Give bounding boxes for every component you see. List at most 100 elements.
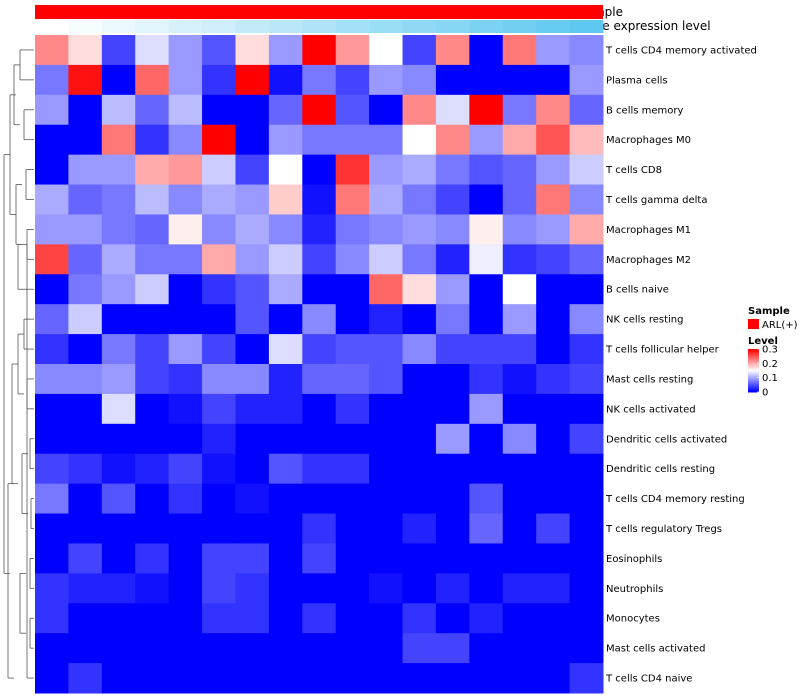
heatmap-cell xyxy=(268,154,303,186)
heatmap-cell xyxy=(268,483,303,515)
heatmap-cell xyxy=(569,124,604,156)
heatmap-cell xyxy=(302,334,337,365)
legend-color-bar-step xyxy=(748,365,759,367)
heatmap-cell xyxy=(502,633,537,664)
heatmap-cell xyxy=(135,154,170,186)
heatmap-cell xyxy=(435,364,470,395)
heatmap-cell xyxy=(68,304,103,335)
heatmap-cell xyxy=(302,154,337,186)
heatmap-cell xyxy=(168,184,203,215)
heatmap-cell xyxy=(235,94,270,126)
heatmap-cell xyxy=(302,35,337,66)
heatmap-cell xyxy=(168,453,203,485)
row-label: B cells naive xyxy=(606,285,669,296)
heatmap-cell xyxy=(268,423,303,455)
heatmap-cell xyxy=(369,364,404,395)
heatmap-cell xyxy=(35,35,69,66)
legend-color-bar-step xyxy=(748,370,759,373)
heatmap-cell xyxy=(569,184,604,215)
heatmap-cell xyxy=(536,244,571,275)
heatmap-cell xyxy=(235,184,270,215)
heatmap-cell xyxy=(502,214,537,245)
sample-track-bar xyxy=(35,5,603,19)
row-label: NK cells activated xyxy=(606,404,696,415)
heatmap-cell xyxy=(469,244,504,275)
heatmap-cell xyxy=(369,603,404,634)
legend-color-bar-step xyxy=(748,349,759,351)
heatmap-cell xyxy=(369,304,404,335)
heatmap-cell xyxy=(202,483,236,515)
heatmap-cell xyxy=(135,274,170,305)
heatmap-cell xyxy=(235,274,270,305)
heatmap-cell xyxy=(435,603,470,634)
heatmap-cell xyxy=(35,154,69,186)
heatmap-cell xyxy=(502,543,537,574)
heatmap-cell xyxy=(135,244,170,275)
heatmap-cell xyxy=(569,35,604,66)
heatmap-cell xyxy=(268,274,303,305)
legend-color-bar-step xyxy=(748,386,759,389)
heatmap-cell xyxy=(268,334,303,365)
heatmap-cell xyxy=(502,573,537,604)
heatmap-cell xyxy=(302,274,337,305)
heatmap-cell xyxy=(435,274,470,305)
heatmap-cell xyxy=(302,124,337,156)
heatmap-cell xyxy=(235,304,270,335)
heatmap-cell xyxy=(302,543,337,574)
heatmap-cell xyxy=(302,633,337,664)
legend-color-bar-step xyxy=(748,373,759,376)
legend-sample-label: ARL(+) xyxy=(762,320,798,331)
heatmap-cell xyxy=(469,393,504,425)
heatmap-cell xyxy=(469,633,504,664)
heatmap-cell xyxy=(569,663,604,694)
heatmap-cell xyxy=(101,64,136,96)
gene-expression-track-cell xyxy=(435,20,470,33)
heatmap-cell xyxy=(335,244,370,275)
heatmap-cell xyxy=(536,94,571,126)
heatmap-cell xyxy=(335,154,370,186)
heatmap-cell xyxy=(502,124,537,156)
heatmap-cell xyxy=(235,573,270,604)
legend-color-bar-step xyxy=(748,356,759,359)
heatmap-cell xyxy=(435,483,470,515)
heatmap-cell xyxy=(335,64,370,96)
heatmap-cell xyxy=(502,393,537,425)
heatmap-cell xyxy=(536,423,571,455)
heatmap-cell xyxy=(35,94,69,126)
heatmap-cell xyxy=(35,64,69,96)
heatmap-cell xyxy=(202,304,236,335)
heatmap-cell xyxy=(569,423,604,455)
heatmap-cell xyxy=(235,513,270,544)
heatmap-cell xyxy=(402,244,437,275)
heatmap-cell xyxy=(469,423,504,455)
heatmap-cell xyxy=(101,304,136,335)
heatmap-cell xyxy=(135,304,170,335)
heatmap-cell xyxy=(335,274,370,305)
heatmap-cell xyxy=(168,154,203,186)
gene-expression-track-cell xyxy=(569,20,604,33)
heatmap-cell xyxy=(101,393,136,425)
heatmap-cells xyxy=(35,35,604,694)
heatmap-cell xyxy=(101,334,136,365)
heatmap-cell xyxy=(536,274,571,305)
row-label: Monocytes xyxy=(606,614,660,625)
heatmap-cell xyxy=(168,663,203,694)
heatmap-cell xyxy=(168,633,203,664)
heatmap-cell xyxy=(536,64,571,96)
legend-color-bar-step xyxy=(748,361,759,364)
gene-expression-track-cell xyxy=(536,20,571,33)
heatmap-cell xyxy=(35,483,69,515)
heatmap-cell xyxy=(569,483,604,515)
legend-sample-title: Sample xyxy=(748,306,790,317)
heatmap-cell xyxy=(569,513,604,544)
heatmap-cell xyxy=(502,453,537,485)
heatmap-cell xyxy=(101,483,136,515)
heatmap-cell xyxy=(68,214,103,245)
heatmap-cell xyxy=(402,64,437,96)
heatmap-cell xyxy=(68,603,103,634)
heatmap-cell xyxy=(101,364,136,395)
heatmap-cell xyxy=(536,513,571,544)
heatmap-cell xyxy=(302,214,337,245)
heatmap-cell xyxy=(335,513,370,544)
heatmap-cell xyxy=(569,154,604,186)
